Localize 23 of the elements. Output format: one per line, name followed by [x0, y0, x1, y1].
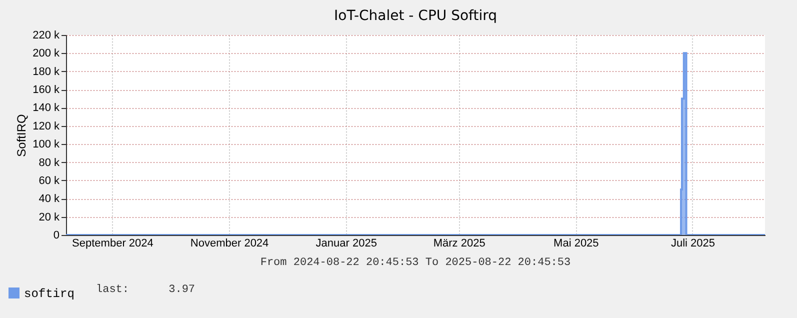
y-tick-label: 60 k	[38, 174, 60, 187]
legend-label: softirq	[24, 287, 74, 301]
text: last: 3.97	[96, 284, 196, 296]
y-tick-label: 220 k	[32, 30, 60, 42]
y-tick-label: 160 k	[32, 84, 60, 96]
y-tick-label: 80 k	[38, 156, 60, 169]
x-tick-label: Januar 2025	[316, 238, 377, 250]
y-tick-label: 100 k	[32, 138, 60, 151]
y-tick-label: 20 k	[38, 211, 60, 224]
y-tick-label: 120 k	[32, 120, 60, 132]
y-tick-label: 200 k	[32, 48, 60, 60]
x-tick-label: November 2024	[190, 238, 269, 250]
x-tick-label: Juli 2025	[670, 238, 716, 250]
text: From 2024-08-22 20:45:53 To 2025-08-22 20:45:53	[259, 257, 572, 269]
x-tick-label: September 2024	[72, 238, 154, 250]
y-tick-label: 40 k	[38, 193, 60, 206]
y-axis-title: SoftIRQ	[14, 114, 29, 157]
y-tick-label: 0	[53, 230, 60, 242]
y-tick-label: 140 k	[32, 102, 60, 114]
y-tick-label: 180 k	[32, 66, 60, 78]
x-tick-label: Mai 2025	[554, 238, 599, 250]
chart-title: IoT-Chalet - CPU Softirq	[334, 8, 498, 24]
x-tick-label: März 2025	[433, 238, 486, 250]
